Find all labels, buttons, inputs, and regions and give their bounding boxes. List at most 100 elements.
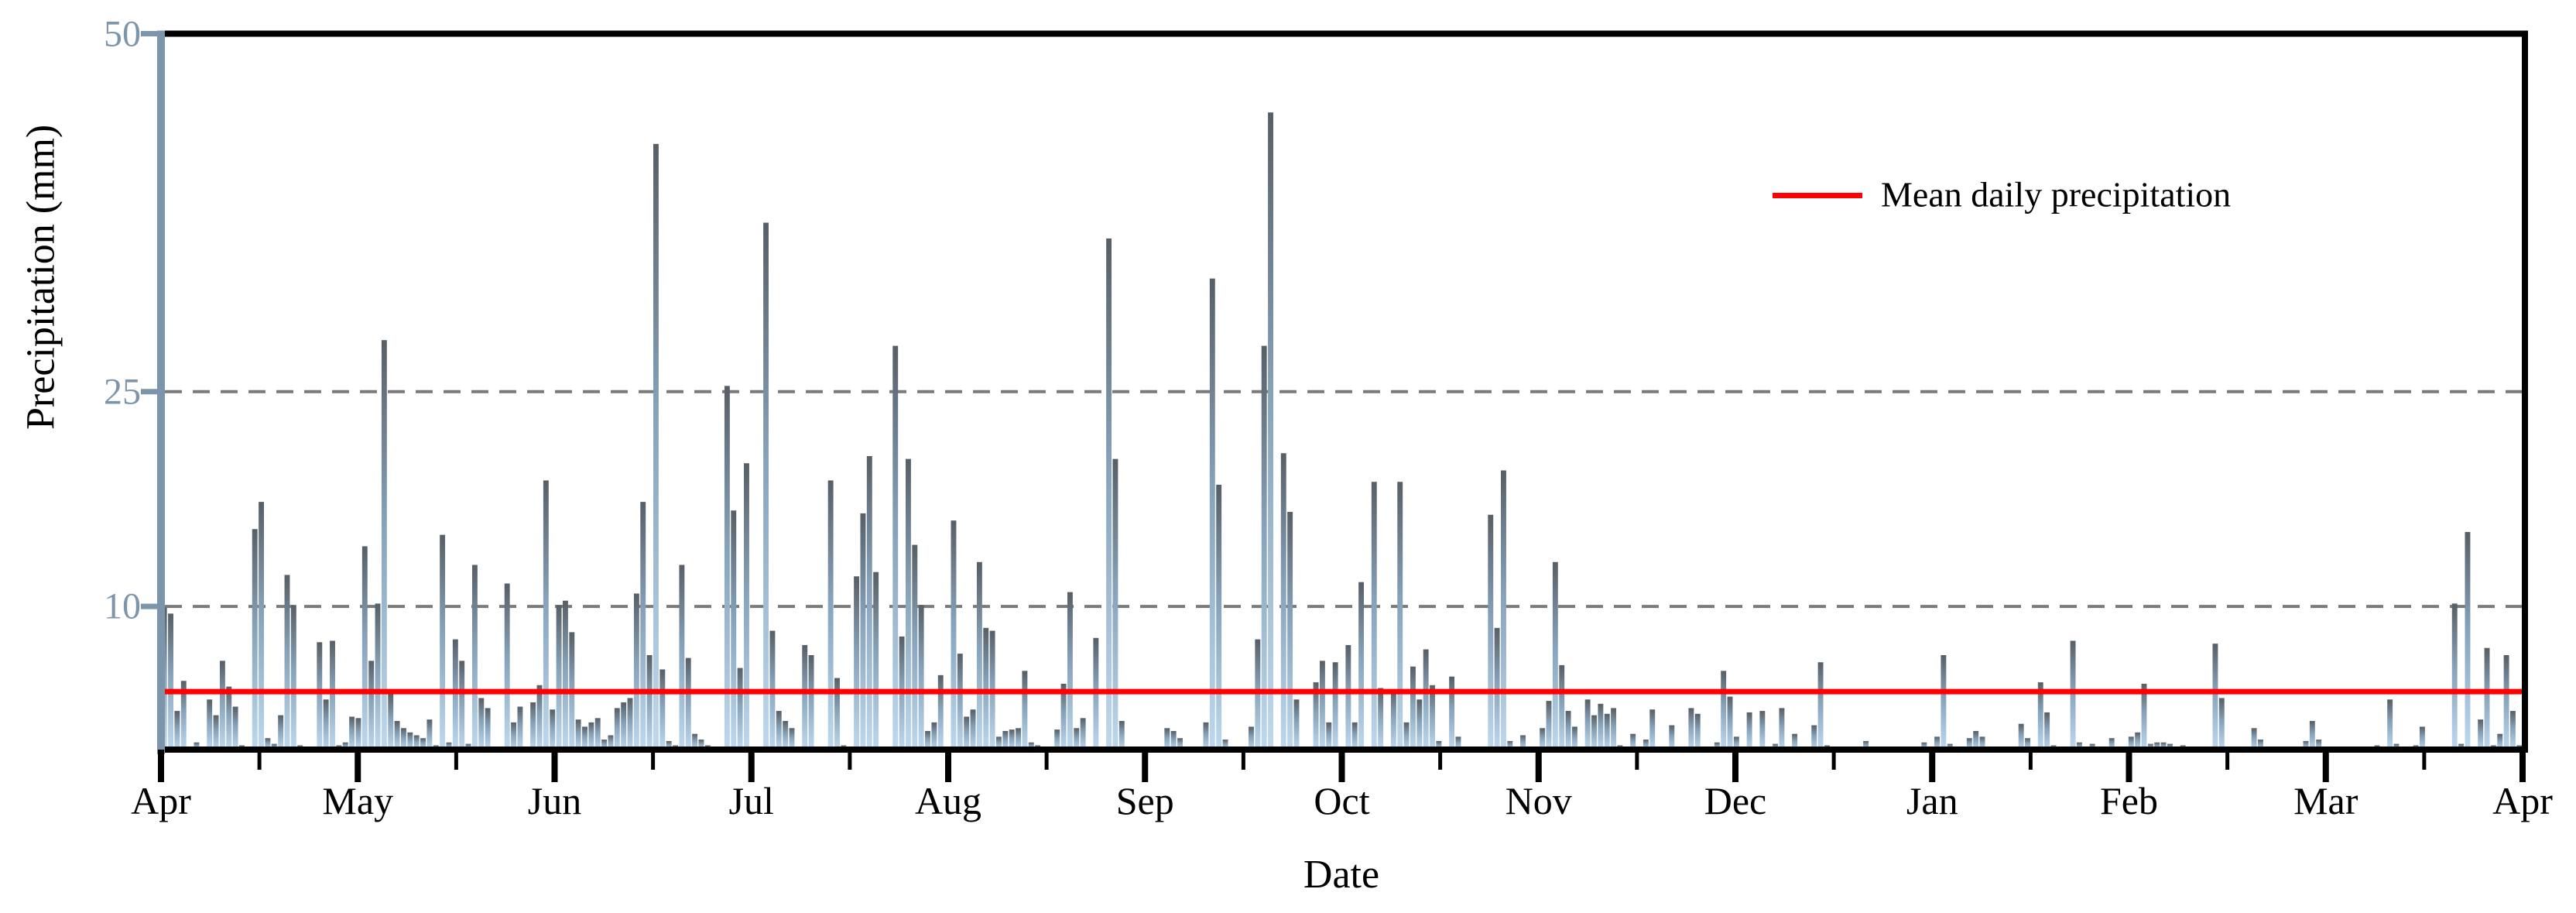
- x-major-tick-3: [748, 750, 755, 782]
- bar-day-127: [976, 561, 982, 750]
- bar-day-198: [1436, 740, 1442, 750]
- bar-day-215: [1546, 701, 1552, 750]
- bar-day-149: [1118, 721, 1125, 750]
- bar-day-297: [2076, 742, 2082, 750]
- x-major-tick-5: [1142, 750, 1149, 782]
- x-major-tick-6: [1338, 750, 1345, 782]
- bar-day-231: [1649, 709, 1656, 750]
- bar-day-276: [1941, 654, 1947, 750]
- bar-day-20: [284, 575, 290, 750]
- bar-day-36: [388, 693, 394, 750]
- bar-day-66: [582, 726, 587, 750]
- x-tick-label-Dec-8: Dec: [1704, 779, 1767, 822]
- bar-day-27: [330, 640, 335, 750]
- bar-day-243: [1727, 696, 1733, 750]
- y-tick-label-25: 25: [104, 371, 141, 413]
- bar-day-164: [1216, 484, 1222, 750]
- bar-day-2: [168, 613, 173, 750]
- x-tick-label-Oct-6: Oct: [1314, 779, 1370, 822]
- bar-day-257: [1817, 662, 1824, 750]
- bar-day-264: [1863, 740, 1869, 750]
- bar-day-128: [983, 627, 989, 750]
- x-tick-label-Aug-4: Aug: [914, 779, 982, 822]
- x-minor-tick-4: [1044, 750, 1049, 770]
- bar-day-165: [1222, 740, 1228, 750]
- x-minor-tick-2: [651, 750, 656, 770]
- bar-day-83: [692, 733, 698, 750]
- bar-day-126: [970, 709, 976, 750]
- bar-day-208: [1501, 470, 1506, 750]
- x-major-tick-1: [355, 750, 361, 782]
- bar-day-118: [918, 605, 924, 750]
- bar-day-60: [543, 480, 549, 750]
- x-tick-label-Apr-12: Apr: [2492, 779, 2553, 822]
- bar-day-142: [1074, 728, 1080, 750]
- bar-day-61: [550, 709, 556, 750]
- bar-day-334: [2316, 740, 2322, 750]
- bar-day-35: [381, 340, 387, 750]
- bar-day-78: [659, 669, 666, 750]
- bar-day-223: [1598, 703, 1604, 750]
- bar-day-32: [361, 546, 368, 750]
- bar-day-116: [906, 458, 911, 750]
- bar-day-130: [996, 736, 1002, 750]
- legend-mean-line-swatch: [1773, 193, 1862, 198]
- x-major-tick-4: [945, 750, 951, 782]
- x-tick-label-Sep-5: Sep: [1115, 779, 1174, 822]
- bar-day-40: [413, 735, 420, 750]
- bar-day-318: [2212, 644, 2218, 750]
- bar-day-248: [1759, 711, 1766, 750]
- bar-day-111: [873, 571, 879, 750]
- bar-day-17: [265, 738, 271, 750]
- bar-day-42: [426, 719, 433, 750]
- x-major-tick-2: [551, 750, 558, 782]
- bar-day-345: [2387, 699, 2393, 750]
- bar-day-175: [1287, 512, 1293, 750]
- y-tick-50: [141, 31, 161, 36]
- bar-day-31: [355, 718, 361, 750]
- x-minor-tick-10: [2225, 750, 2230, 770]
- bar-day-139: [1054, 729, 1060, 750]
- bar-day-319: [2218, 698, 2225, 750]
- bar-day-217: [1559, 664, 1565, 750]
- bar-day-30: [349, 716, 355, 750]
- x-major-tick-11: [2322, 750, 2329, 782]
- bar-day-302: [2108, 738, 2115, 750]
- x-major-tick-8: [1732, 750, 1738, 782]
- bar-day-179: [1313, 682, 1319, 750]
- bar-day-221: [1584, 699, 1591, 750]
- bar-day-162: [1203, 722, 1209, 750]
- bar-day-181: [1326, 722, 1332, 750]
- bar-day-225: [1611, 708, 1617, 750]
- x-major-tick-9: [1929, 750, 1936, 782]
- bar-day-170: [1255, 639, 1261, 750]
- bar-day-135: [1028, 742, 1034, 750]
- bar-day-364: [2510, 711, 2516, 750]
- x-major-tick-7: [1535, 750, 1542, 782]
- bar-day-62: [556, 605, 562, 750]
- bar-day-309: [2154, 742, 2160, 750]
- bar-day-84: [698, 740, 704, 750]
- bar-day-21: [290, 605, 296, 750]
- bar-day-49: [471, 565, 478, 750]
- bar-day-19: [278, 715, 284, 750]
- bar-day-33: [368, 661, 375, 750]
- x-minor-tick-7: [1635, 750, 1639, 770]
- bar-day-325: [2258, 740, 2263, 750]
- bar-day-282: [1979, 736, 1985, 750]
- bar-day-172: [1268, 112, 1273, 750]
- bar-day-15: [252, 529, 258, 750]
- gridlines: [165, 390, 2523, 609]
- bar-day-121: [937, 674, 944, 750]
- top-border: [157, 30, 2528, 37]
- bar-day-44: [440, 534, 446, 750]
- bar-day-157: [1170, 730, 1177, 750]
- bar-day-359: [2478, 719, 2484, 750]
- bar-day-68: [594, 718, 601, 750]
- bar-day-360: [2484, 647, 2490, 750]
- bar-day-104: [827, 480, 834, 750]
- x-tick-label-Apr-0: Apr: [131, 779, 191, 822]
- bar-series: [161, 112, 2523, 750]
- bar-day-362: [2497, 733, 2503, 750]
